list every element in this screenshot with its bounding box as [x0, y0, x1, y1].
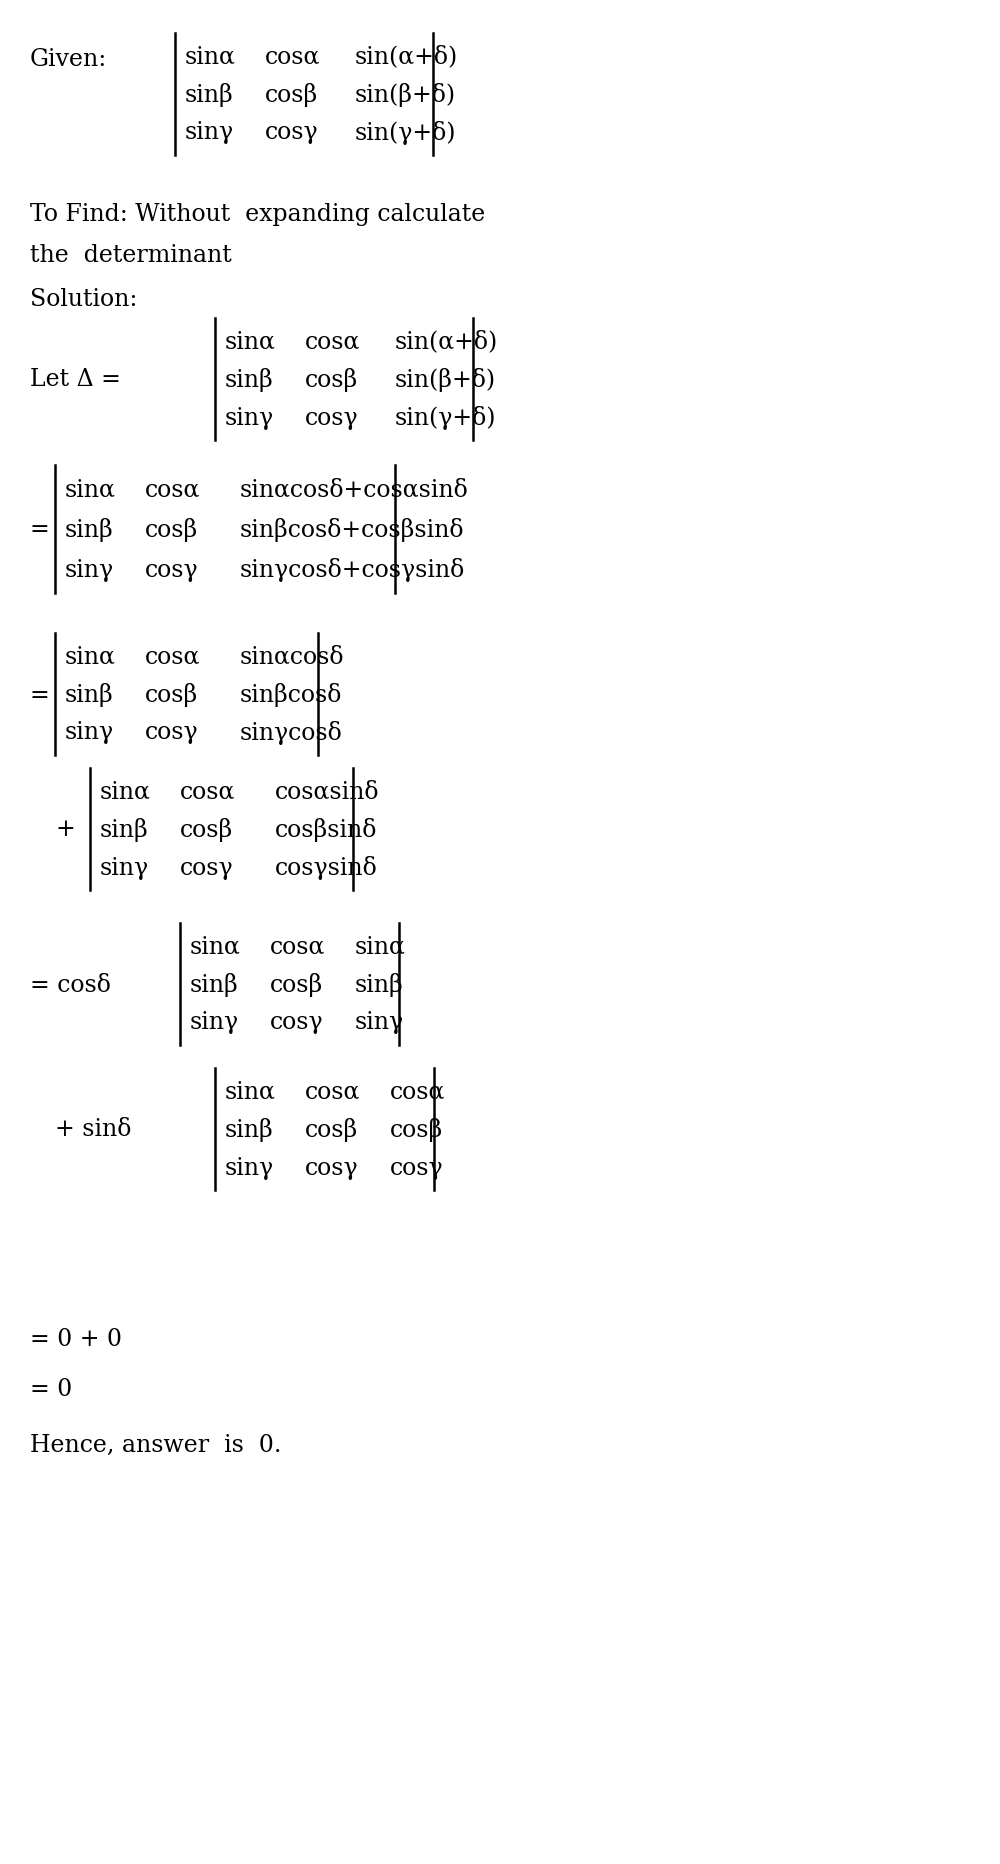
Text: cosγ: cosγ: [305, 1156, 359, 1178]
Text: cosα: cosα: [390, 1079, 445, 1103]
Text: sinβ: sinβ: [65, 682, 114, 706]
Text: sinα: sinα: [225, 330, 276, 354]
Text: cosγ: cosγ: [145, 721, 199, 744]
Text: = 0 + 0: = 0 + 0: [30, 1327, 122, 1351]
Text: sin(α+δ): sin(α+δ): [355, 45, 458, 69]
Text: sinγ: sinγ: [190, 1010, 239, 1035]
Text: +: +: [55, 818, 75, 841]
Text: sinβ: sinβ: [185, 84, 234, 106]
Text: cosα: cosα: [305, 1079, 360, 1103]
Text: cosβsinδ: cosβsinδ: [275, 818, 377, 841]
Text: sinαcosδ: sinαcosδ: [240, 645, 344, 667]
Text: sin(γ+δ): sin(γ+δ): [355, 121, 456, 145]
Text: sin(β+δ): sin(β+δ): [355, 84, 456, 106]
Text: sinγ: sinγ: [355, 1010, 404, 1035]
Text: sinαcosδ+cosαsinδ: sinαcosδ+cosαsinδ: [240, 479, 469, 501]
Text: sinγ: sinγ: [65, 557, 114, 582]
Text: sinα: sinα: [225, 1079, 276, 1103]
Text: To Find: Without  expanding calculate: To Find: Without expanding calculate: [30, 203, 485, 226]
Text: sin(γ+δ): sin(γ+δ): [395, 406, 496, 431]
Text: sinγ: sinγ: [65, 721, 114, 744]
Text: cosα: cosα: [145, 479, 200, 501]
Text: sinα: sinα: [100, 779, 151, 803]
Text: sinβ: sinβ: [355, 973, 404, 997]
Text: cosβ: cosβ: [265, 84, 318, 106]
Text: Hence, answer  is  0.: Hence, answer is 0.: [30, 1433, 282, 1456]
Text: sinβ: sinβ: [190, 973, 239, 997]
Text: sinα: sinα: [190, 936, 241, 958]
Text: cosγ: cosγ: [180, 856, 234, 880]
Text: cosγ: cosγ: [270, 1010, 324, 1035]
Text: Let Δ =: Let Δ =: [30, 369, 121, 391]
Text: cosβ: cosβ: [180, 818, 233, 841]
Text: sinα: sinα: [355, 936, 406, 958]
Text: =: =: [30, 682, 50, 706]
Text: sinα: sinα: [185, 45, 236, 69]
Text: cosβ: cosβ: [145, 518, 198, 542]
Text: sin(β+δ): sin(β+δ): [395, 367, 496, 391]
Text: sinα: sinα: [65, 645, 116, 667]
Text: sinβ: sinβ: [225, 1117, 274, 1141]
Text: sinγcosδ+cosγsinδ: sinγcosδ+cosγsinδ: [240, 557, 465, 582]
Text: cosγ: cosγ: [265, 121, 319, 144]
Text: cosβ: cosβ: [145, 682, 198, 706]
Text: = cosδ: = cosδ: [30, 973, 111, 995]
Text: sin(α+δ): sin(α+δ): [395, 330, 498, 354]
Text: cosα: cosα: [270, 936, 325, 958]
Text: cosγ: cosγ: [390, 1156, 444, 1178]
Text: sinβ: sinβ: [225, 367, 274, 391]
Text: sinγ: sinγ: [225, 406, 274, 429]
Text: cosγsinδ: cosγsinδ: [275, 856, 378, 880]
Text: sinα: sinα: [65, 479, 116, 501]
Text: + sinδ: + sinδ: [55, 1118, 131, 1141]
Text: sinβcosδ: sinβcosδ: [240, 682, 342, 706]
Text: cosβ: cosβ: [305, 367, 358, 391]
Text: cosγ: cosγ: [145, 557, 199, 582]
Text: cosα: cosα: [305, 330, 360, 354]
Text: the  determinant: the determinant: [30, 244, 232, 267]
Text: sinβ: sinβ: [65, 518, 114, 542]
Text: sinγ: sinγ: [100, 856, 149, 880]
Text: sinγ: sinγ: [225, 1156, 274, 1178]
Text: Solution:: Solution:: [30, 289, 137, 311]
Text: sinβcosδ+cosβsinδ: sinβcosδ+cosβsinδ: [240, 518, 464, 542]
Text: cosα: cosα: [180, 779, 235, 803]
Text: cosα: cosα: [145, 645, 200, 667]
Text: Given:: Given:: [30, 48, 107, 71]
Text: cosβ: cosβ: [270, 973, 323, 997]
Text: sinβ: sinβ: [100, 818, 149, 841]
Text: sinγcosδ: sinγcosδ: [240, 721, 343, 744]
Text: cosβ: cosβ: [390, 1117, 443, 1141]
Text: sinγ: sinγ: [185, 121, 234, 144]
Text: cosγ: cosγ: [305, 406, 359, 429]
Text: = 0: = 0: [30, 1377, 72, 1400]
Text: =: =: [30, 518, 50, 541]
Text: cosα: cosα: [265, 45, 320, 69]
Text: cosαsinδ: cosαsinδ: [275, 779, 380, 803]
Text: cosβ: cosβ: [305, 1117, 358, 1141]
